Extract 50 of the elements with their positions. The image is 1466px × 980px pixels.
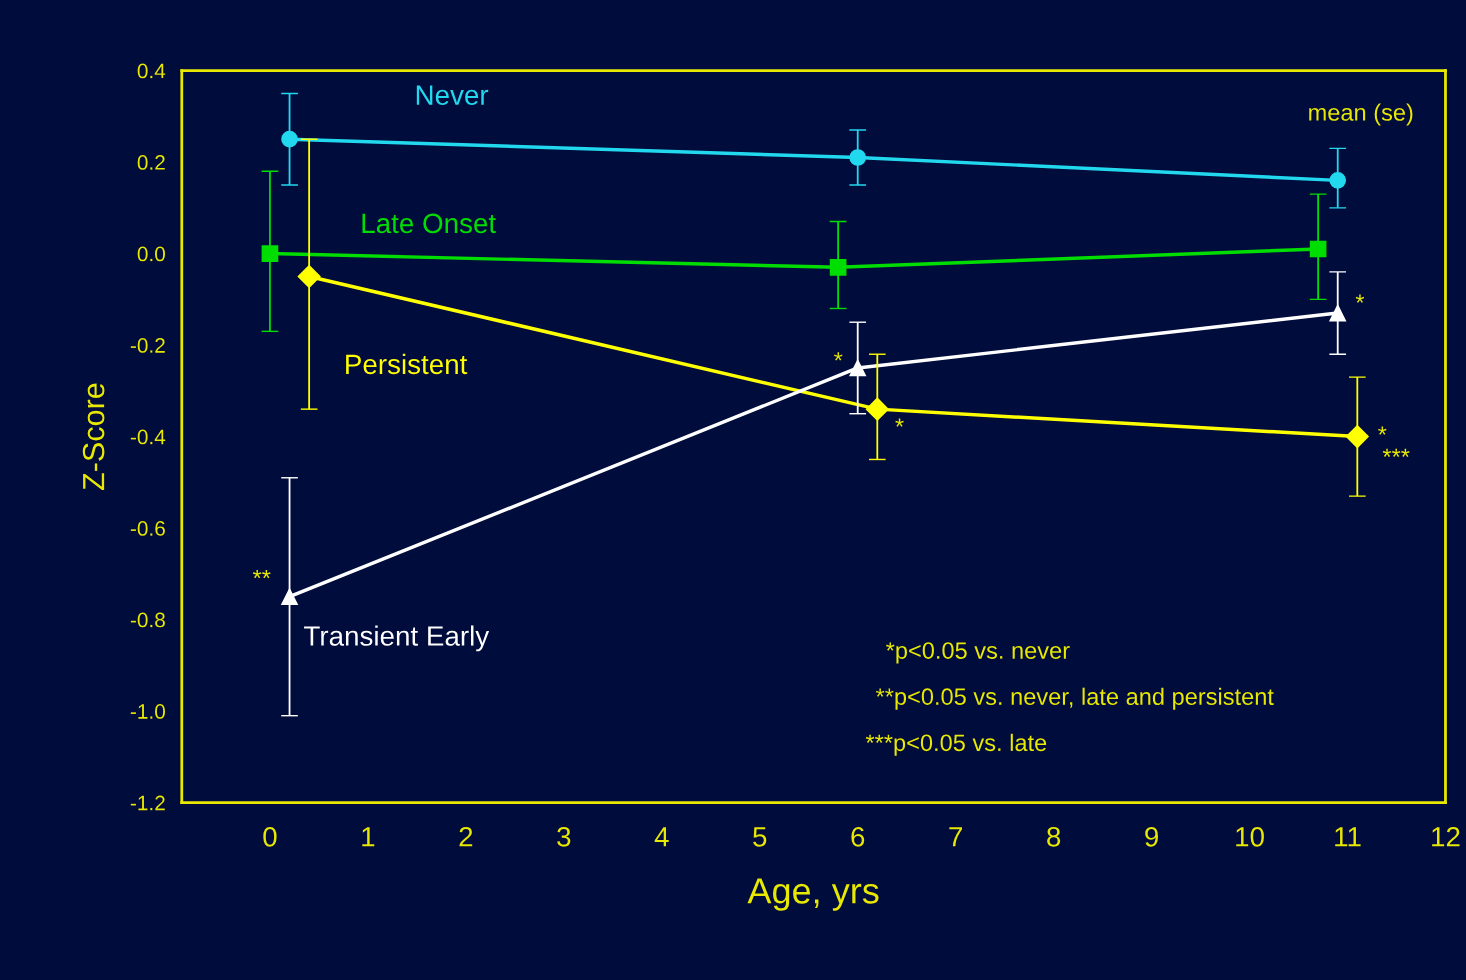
point [1329,304,1347,322]
y-tick-label: 0.2 [137,155,165,170]
annotation: * [1355,294,1365,303]
x-tick-label: 0 [263,826,277,847]
y-tick-label: -0.2 [130,338,165,353]
annotation: ***p<0.05 vs. late [865,733,1047,756]
point [1309,240,1327,258]
y-tick-label: 0.4 [137,63,166,79]
point [849,149,867,166]
x-tick-label: 7 [949,827,962,847]
annotation: *p<0.05 vs. never [886,642,1070,664]
annotation: ** [252,569,271,579]
x-tick-label: 6 [851,826,865,847]
annotation: *** [1382,448,1410,457]
y-tick-label: -0.8 [130,612,165,628]
annotation: * [895,418,904,427]
y-tick-label: -1.2 [130,795,165,811]
y-tick-label: -1.0 [130,704,165,719]
x-tick-label: 10 [1236,826,1264,847]
annotation: * [1378,426,1387,435]
x-tick-label: 5 [753,827,767,847]
annotation: mean (se) [1309,103,1413,126]
point [281,588,298,606]
x-tick-label: 3 [557,826,571,847]
series-label: Never [416,85,489,105]
x-axis-title: Age, yrs [747,878,879,911]
x-tick-label: 9 [1145,826,1158,847]
point [1345,425,1369,449]
series-label: Persistent [346,353,468,375]
point [1329,172,1347,189]
y-tick-label: 0.0 [137,246,165,262]
point [829,258,847,276]
point [281,130,298,148]
y-tick-label: -0.6 [130,521,165,536]
point [297,264,321,288]
annotation: **p<0.05 vs. never, late and persistent [875,687,1274,710]
x-tick-label: 1 [362,827,375,847]
y-axis-title: Z-Score [82,383,105,490]
point [865,397,889,421]
point [849,359,867,377]
point [261,245,279,262]
annotation: * [834,352,843,361]
series-label: Transient Early [304,625,490,652]
y-tick-label: -0.4 [130,429,166,445]
x-tick-label: 12 [1432,826,1460,847]
x-tick-label: 11 [1335,827,1361,847]
x-tick-label: 2 [459,826,473,847]
x-tick-label: 8 [1047,826,1061,847]
x-tick-label: 4 [654,827,669,847]
series-label: Late Onset [362,213,496,234]
